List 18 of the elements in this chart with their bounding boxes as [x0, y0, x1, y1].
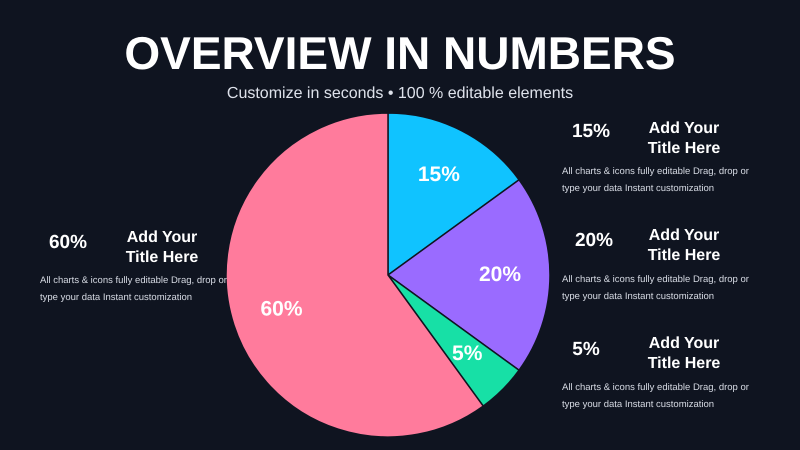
data-label: 5% [452, 342, 483, 366]
text: Add Your Title Here [648, 227, 720, 264]
chart-subtitle: Customize in seconds • 100 % editable elements [226, 85, 574, 102]
text: 5% [572, 339, 600, 360]
data-label: 15% [418, 163, 460, 186]
chart-title: OVERVIEW IN NUMBERS [124, 27, 676, 79]
text: All charts & icons fully editable Drag, drop or type your data Instant customization [562, 166, 749, 194]
text: 60% [48, 232, 88, 253]
text: All charts & icons fully editable Drag, drop or type your data Instant customization [562, 382, 749, 410]
text: All charts & icons fully editable Drag, drop or type your data Instant customization [40, 275, 227, 303]
text: 15% [572, 121, 610, 142]
text: Add Your Title Here [648, 120, 720, 157]
text: All charts & icons fully editable Drag, drop or type your data Instant customization [562, 274, 749, 302]
text: Add Your Title Here [126, 229, 198, 266]
text: 20% [574, 230, 614, 251]
text: Add Your Title Here [648, 335, 720, 372]
data-label: 20% [478, 263, 522, 286]
data-label: 60% [260, 298, 303, 321]
